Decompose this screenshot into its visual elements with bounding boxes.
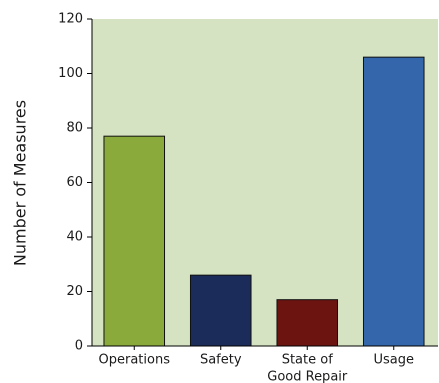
y-tick-label: 100 xyxy=(58,66,83,81)
bar xyxy=(103,135,166,347)
y-axis-title: Number of Measures xyxy=(11,100,30,266)
y-tick-label: 20 xyxy=(66,284,83,299)
x-category-label: Operations xyxy=(99,353,171,368)
x-category-label: Good Repair xyxy=(267,370,348,383)
y-axis: 0 20 40 60 80 100 120 xyxy=(58,12,92,354)
y-tick-label: 120 xyxy=(58,12,83,27)
y-tick-label: 40 xyxy=(66,230,83,245)
y-tick-label: 80 xyxy=(66,121,83,136)
x-category-label: Usage xyxy=(373,353,414,368)
x-category-label: Safety xyxy=(200,353,242,368)
y-tick-label: 0 xyxy=(75,339,83,354)
bar xyxy=(189,274,252,347)
y-tick-label: 60 xyxy=(66,175,83,190)
bar xyxy=(276,299,339,347)
x-category-label: State of xyxy=(282,353,333,368)
bar xyxy=(362,56,425,347)
x-axis: Operations Safety State of Good Repair Usage xyxy=(99,346,414,383)
